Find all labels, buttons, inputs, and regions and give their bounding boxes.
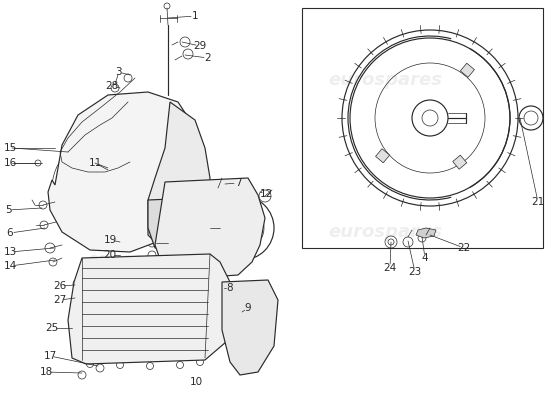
Text: 4: 4 (422, 253, 428, 263)
Text: 22: 22 (458, 243, 471, 253)
Text: 26: 26 (53, 281, 67, 291)
Text: eurospares: eurospares (328, 223, 442, 241)
Polygon shape (416, 228, 436, 238)
Text: 19: 19 (103, 235, 117, 245)
Text: 5: 5 (5, 205, 12, 215)
Bar (376, 149, 389, 163)
Polygon shape (222, 280, 278, 375)
Text: 23: 23 (408, 267, 422, 277)
Text: 3: 3 (115, 67, 122, 77)
Text: 20: 20 (103, 250, 117, 260)
Text: 11: 11 (89, 158, 102, 168)
Text: eurospares: eurospares (328, 71, 442, 89)
Text: 16: 16 (3, 158, 16, 168)
Text: 29: 29 (194, 41, 207, 51)
Text: 8: 8 (227, 283, 233, 293)
Polygon shape (155, 178, 265, 278)
Text: 18: 18 (40, 367, 53, 377)
Polygon shape (148, 198, 198, 248)
Text: 14: 14 (3, 261, 16, 271)
Text: eurospares: eurospares (86, 251, 200, 269)
Text: 24: 24 (383, 263, 397, 273)
Text: 21: 21 (531, 197, 544, 207)
Text: 25: 25 (45, 323, 59, 333)
Polygon shape (68, 254, 230, 364)
Text: 9: 9 (245, 303, 251, 313)
Bar (453, 155, 467, 169)
Bar (302, 8, 543, 248)
Text: 6: 6 (7, 228, 13, 238)
Text: 17: 17 (43, 351, 57, 361)
Text: 7: 7 (235, 178, 241, 188)
Text: 10: 10 (189, 377, 202, 387)
Text: 28: 28 (106, 81, 119, 91)
Text: 15: 15 (3, 143, 16, 153)
Text: 13: 13 (3, 247, 16, 257)
Text: 1: 1 (192, 11, 199, 21)
Polygon shape (48, 92, 200, 252)
Text: 2: 2 (205, 53, 211, 63)
Bar (460, 63, 475, 77)
Text: 12: 12 (260, 189, 273, 199)
Polygon shape (148, 102, 210, 248)
Text: 27: 27 (53, 295, 67, 305)
